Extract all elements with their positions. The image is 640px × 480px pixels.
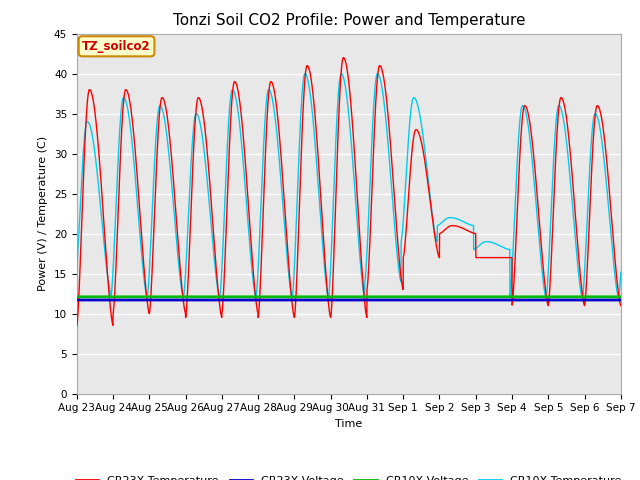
Y-axis label: Power (V) / Temperature (C): Power (V) / Temperature (C) [38, 136, 48, 291]
X-axis label: Time: Time [335, 419, 362, 429]
Legend: CR23X Temperature, CR23X Voltage, CR10X Voltage, CR10X Temperature: CR23X Temperature, CR23X Voltage, CR10X … [72, 471, 626, 480]
Title: Tonzi Soil CO2 Profile: Power and Temperature: Tonzi Soil CO2 Profile: Power and Temper… [173, 13, 525, 28]
Text: TZ_soilco2: TZ_soilco2 [82, 40, 151, 53]
